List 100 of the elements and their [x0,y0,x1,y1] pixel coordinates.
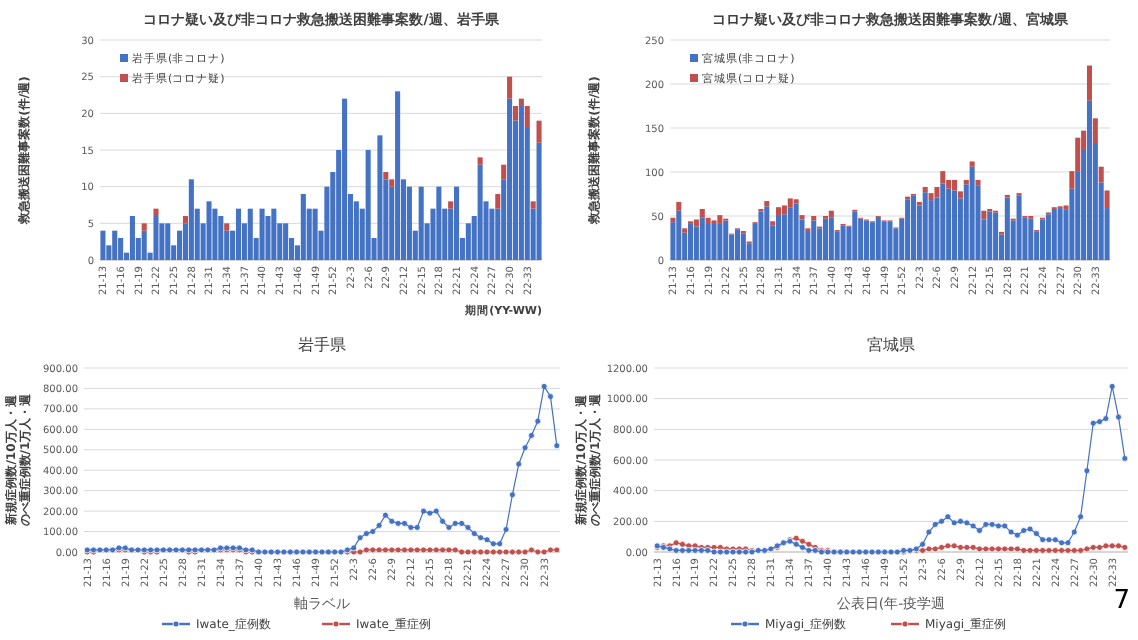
bar [934,186,940,198]
bar [1086,100,1092,260]
bar [188,179,194,260]
bar [518,106,524,260]
bar [495,194,501,209]
bar [787,207,793,260]
bar [928,200,934,260]
bar [717,223,723,260]
bar [1016,195,1022,260]
bar [448,201,454,209]
bar [711,223,717,260]
bar [118,238,124,260]
bar [910,195,916,260]
bar [418,186,424,260]
chart-title: 岩手県 [298,336,346,354]
bar [811,220,817,260]
bar [1004,197,1010,260]
bar [734,229,740,260]
bar [928,193,934,201]
bar [840,225,846,260]
bar [159,223,165,260]
bar [975,179,981,186]
bar [1092,118,1098,143]
bar [1051,208,1057,260]
bar [265,216,271,260]
bar [218,216,224,260]
bar [946,179,952,189]
bar [182,216,188,224]
bar [165,223,171,260]
bar [981,210,987,220]
bar [454,186,460,260]
bar [507,98,513,260]
bar [705,223,711,260]
bar [465,223,471,260]
bar [536,120,542,143]
bar [676,201,682,211]
bar [524,106,530,128]
bar [864,220,870,260]
bar [969,161,975,167]
bar [676,210,682,260]
bar [699,208,705,218]
bar [905,199,911,260]
bar [259,208,265,260]
bar [1086,65,1092,101]
bar [395,91,401,260]
bar [141,230,147,260]
bar [129,216,135,260]
bar [312,208,318,260]
bar [922,192,928,260]
bar [530,201,536,209]
bar [699,217,705,260]
bar [141,223,147,231]
bar [212,208,218,260]
bar [969,166,975,260]
bar [688,223,694,260]
bar [952,190,958,260]
bar [993,212,999,260]
bar [828,217,834,260]
bar [507,76,513,99]
bar [383,172,389,180]
bar [489,208,495,260]
bar [940,183,946,260]
bar [271,208,277,260]
bar [922,186,928,193]
bar [963,179,969,185]
bar [436,186,442,260]
bar [852,211,858,260]
bar [764,201,770,207]
bar [477,164,483,260]
bar [536,142,542,260]
bar [828,210,834,218]
bar [1040,219,1046,260]
bar [206,201,212,260]
bar [723,220,729,260]
bar [389,179,395,187]
bar [353,201,359,260]
bar [365,150,371,260]
bar [946,188,952,260]
bar [1098,166,1104,183]
bar [283,223,289,260]
bar [100,230,106,260]
bar [740,233,746,260]
bar [1069,171,1075,189]
bar [869,222,875,260]
bar [1045,214,1051,260]
bar [717,215,723,224]
bar [112,230,118,260]
bar [987,211,993,260]
bar [1057,208,1063,260]
bar [705,217,711,224]
bar [1104,190,1110,209]
bar [887,221,893,260]
bar [776,216,782,260]
bar [776,207,782,216]
bar [477,157,483,165]
bar [758,211,764,260]
bar [693,226,699,260]
bar [377,135,383,260]
bar [342,98,348,260]
bar [822,218,828,260]
